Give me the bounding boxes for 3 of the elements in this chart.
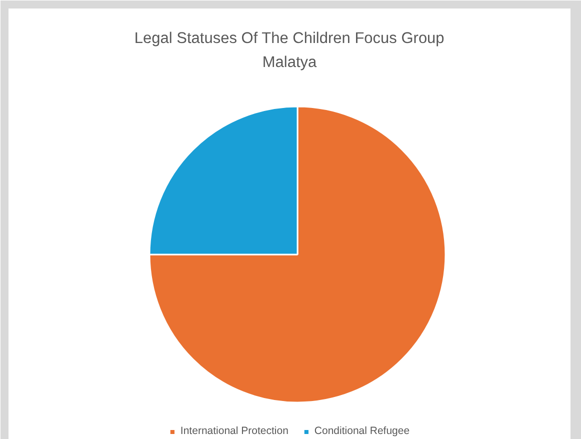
- chart-title: Legal Statuses Of The Children Focus Group Malatya: [134, 30, 444, 71]
- legend-label: International Protection: [180, 425, 288, 437]
- legend-label: Conditional Refugee: [314, 425, 410, 437]
